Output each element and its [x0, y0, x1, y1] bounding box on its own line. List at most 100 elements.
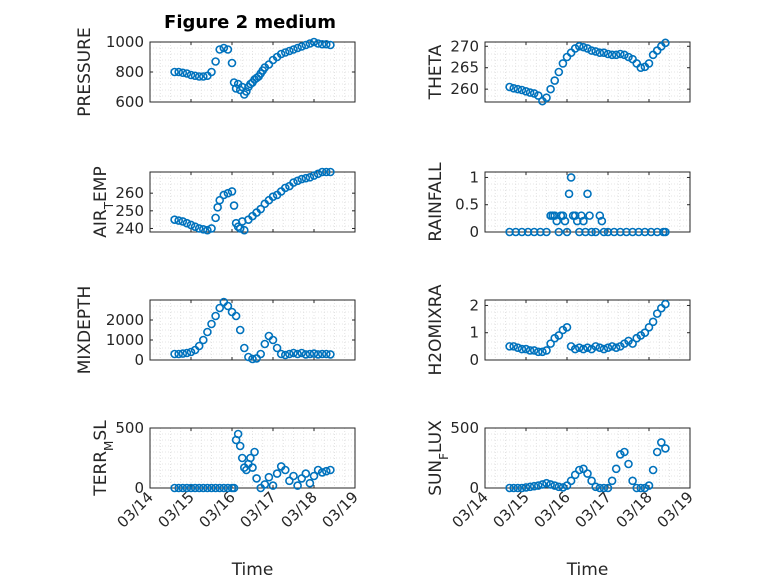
data-point: [562, 322, 572, 332]
data-point: [256, 204, 266, 214]
data-point: [652, 447, 662, 457]
data-point: [309, 471, 319, 481]
data-point: [536, 227, 545, 237]
data-point: [505, 82, 514, 92]
data-point: [207, 483, 216, 493]
data-point: [211, 213, 220, 223]
data-point: [656, 438, 666, 447]
data-point: [574, 465, 584, 475]
data-point: [199, 335, 208, 345]
y-axis-label-rest: LUX: [426, 420, 446, 453]
data-point: [194, 224, 204, 233]
data-point: [595, 211, 605, 220]
data-point: [597, 216, 607, 226]
data-point: [301, 40, 311, 50]
y-axis-label: MIXDEPTH: [75, 286, 95, 375]
data-point: [509, 83, 519, 93]
y-tick-label: 0: [469, 223, 479, 241]
data-point: [268, 481, 278, 490]
data-point: [246, 453, 255, 463]
data-point: [280, 48, 290, 57]
data-point: [572, 216, 582, 226]
data-point: [542, 227, 551, 237]
data-point: [190, 71, 200, 81]
data-point: [313, 39, 323, 48]
data-point: [219, 43, 229, 53]
data-point: [661, 444, 670, 453]
axes-box: [149, 299, 356, 361]
data-point: [186, 347, 196, 357]
y-axis-label-rest: SL: [91, 420, 111, 441]
x-tick-label: 03/15: [490, 488, 533, 531]
x-axis-label: Time: [566, 560, 609, 580]
data-point: [240, 225, 249, 235]
y-axis-label-sub: M: [102, 441, 116, 451]
data-point: [636, 483, 646, 493]
data-point: [644, 59, 654, 68]
y-tick-label: 260: [115, 184, 144, 202]
data-point: [231, 311, 241, 321]
y-axis-label: THETA: [426, 44, 446, 100]
x-axis-label: Time: [231, 560, 274, 580]
data-point: [317, 349, 327, 359]
data-point: [190, 222, 200, 232]
data-point: [250, 447, 259, 457]
data-point: [513, 84, 523, 94]
y-tick-label: 1: [469, 168, 479, 186]
data-point: [289, 178, 298, 187]
x-tick-label: 03/19: [319, 488, 362, 531]
data-point: [521, 86, 531, 96]
data-point: [644, 322, 654, 332]
data-point: [513, 343, 523, 353]
data-point: [256, 349, 266, 359]
data-point: [237, 453, 247, 463]
data-point: [321, 39, 331, 49]
data-point: [529, 89, 539, 98]
figure-title-box: Figure 2 medium: [150, 12, 350, 33]
data-point: [517, 227, 527, 237]
data-point: [587, 46, 596, 55]
data-point: [235, 441, 245, 451]
data-point: [309, 349, 319, 358]
data-point: [215, 45, 224, 54]
data-point: [529, 481, 539, 491]
data-point: [525, 88, 535, 97]
data-point: [219, 190, 229, 200]
data-point: [321, 466, 331, 476]
data-point: [661, 299, 670, 309]
data-point: [229, 201, 239, 210]
data-point: [276, 349, 286, 359]
y-axis-label-sub: F: [437, 453, 451, 460]
subplot-mixdepth: 0 1000 2000 MIXDEPTH: [75, 286, 356, 375]
data-point: [242, 87, 251, 96]
data-point: [297, 474, 307, 483]
data-point: [182, 483, 192, 493]
data-point: [240, 343, 249, 353]
data-point: [199, 483, 208, 493]
y-tick-label: 500: [450, 419, 479, 437]
data-point: [326, 465, 335, 475]
data-point: [607, 342, 617, 351]
y-tick-label: 1000: [106, 331, 144, 349]
data-point: [289, 348, 298, 358]
data-point: [652, 309, 662, 318]
data-point: [509, 483, 519, 493]
data-point: [587, 227, 596, 237]
data-point: [570, 211, 580, 220]
data-point: [628, 227, 637, 237]
data-point: [525, 482, 535, 492]
data-point: [652, 227, 662, 237]
data-point: [227, 58, 237, 68]
data-point: [574, 41, 584, 51]
data-point: [190, 483, 200, 493]
data-point: [170, 215, 179, 224]
data-point: [170, 483, 179, 493]
data-point: [280, 465, 290, 475]
x-tick-label: 03/17: [572, 488, 615, 531]
data-point: [211, 311, 220, 321]
y-axis-label-main: PRESSURE: [75, 27, 95, 116]
subplot-h2omixra: 0 1 2 H2OMIXRA: [426, 284, 691, 376]
